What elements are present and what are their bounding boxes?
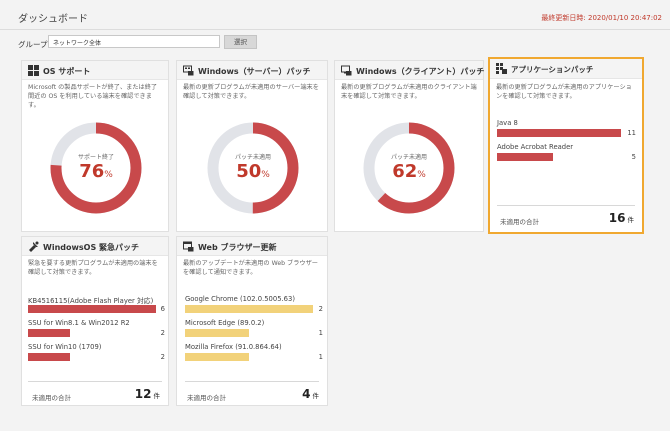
server-patch-icon <box>183 65 194 76</box>
total-value: 16 件 <box>608 211 634 225</box>
item-label: Microsoft Edge (89.0.2) <box>185 319 265 327</box>
browser-update-icon <box>183 241 194 252</box>
item-count: 2 <box>318 305 323 313</box>
total-label: 未適用の合計 <box>500 218 539 226</box>
windows-grid-icon <box>28 65 39 76</box>
card-description: 最新のアップデートが未適用の Web ブラウザーを確認して通知できます。 <box>183 260 318 276</box>
item-count: 2 <box>160 353 165 361</box>
page-title: ダッシュボード <box>18 14 88 25</box>
card-header: Windows（クライアント）パッチ <box>335 61 485 80</box>
item-label: Mozilla Firefox (91.0.864.64) <box>185 343 282 351</box>
card-title: Web ブラウザー更新 <box>198 243 277 252</box>
card-header: WindowsOS 緊急パッチ <box>22 237 168 256</box>
card-description: 最新の更新プログラムが未適用のクライアント端末を確認して対策できます。 <box>341 84 477 100</box>
card-description: 緊急を要する更新プログラムが未適用の端末を確認して対策できます。 <box>28 260 158 276</box>
card-title: アプリケーションパッチ <box>511 65 594 74</box>
last-updated: 最終更新日時: 2020/01/10 20:47:02 <box>541 14 662 22</box>
item-count: 2 <box>160 329 165 337</box>
item-count: 1 <box>318 353 323 361</box>
item-label: SSU for Win10 (1709) <box>28 343 102 351</box>
item-count: 11 <box>627 129 636 137</box>
client-patch-icon <box>341 65 352 76</box>
card-title: WindowsOS 緊急パッチ <box>43 243 139 252</box>
donut-arc <box>363 122 455 214</box>
donut-chart: パッチ未適用 50% <box>207 122 299 214</box>
item-count: 1 <box>318 329 323 337</box>
card-description: 最新の更新プログラムが未適用のサーバー端末を確認して対策できます。 <box>183 84 319 100</box>
card-title: OS サポート <box>43 67 91 76</box>
total-label: 未適用の合計 <box>32 394 71 402</box>
os-support-card[interactable]: OS サポート Microsoft の製品サポートが終了、または終了間近の OS… <box>21 60 169 232</box>
donut-value: 50% <box>236 161 270 182</box>
select-button[interactable]: 選択 <box>224 35 257 49</box>
app-patch-icon <box>496 63 507 74</box>
card-header: Web ブラウザー更新 <box>177 237 327 256</box>
divider <box>28 381 162 382</box>
item-count: 5 <box>631 153 636 161</box>
group-input[interactable]: ネットワーク全体 <box>48 35 220 48</box>
item-bar <box>185 353 249 361</box>
card-header: アプリケーションパッチ <box>490 59 642 79</box>
urgent-patch-icon <box>29 241 39 252</box>
windows-client-patch-card[interactable]: Windows（クライアント）パッチ 最新の更新プログラムが未適用のクライアント… <box>334 60 484 232</box>
donut-value: 76% <box>79 161 113 182</box>
app-patch-card[interactable]: アプリケーションパッチ 最新の更新プログラムが未適用のアプリケーションを確認して… <box>488 57 644 234</box>
card-title: Windows（クライアント）パッチ <box>356 67 485 76</box>
donut-label: サポート終了 <box>77 154 114 161</box>
donut-chart: サポート終了 76% <box>50 122 142 214</box>
item-bar <box>28 353 71 361</box>
item-bar <box>185 305 313 313</box>
donut-label: パッチ未適用 <box>390 154 427 161</box>
item-bar <box>185 329 249 337</box>
donut-arc <box>50 122 142 214</box>
group-label: グループ: <box>18 40 51 49</box>
windows-server-patch-card[interactable]: Windows（サーバー）パッチ 最新の更新プログラムが未適用のサーバー端末を確… <box>176 60 328 232</box>
item-bar <box>497 129 621 137</box>
divider <box>497 205 635 206</box>
total-value: 12 件 <box>134 387 160 401</box>
donut-arc <box>207 122 299 214</box>
page-header: ダッシュボード 最終更新日時: 2020/01/10 20:47:02 <box>0 0 670 30</box>
card-title: Windows（サーバー）パッチ <box>198 67 311 76</box>
total-label: 未適用の合計 <box>187 394 226 402</box>
item-bar <box>497 153 553 161</box>
card-header: Windows（サーバー）パッチ <box>177 61 327 80</box>
windows-urgent-patch-card[interactable]: WindowsOS 緊急パッチ 緊急を要する更新プログラムが未適用の端末を確認し… <box>21 236 169 406</box>
item-bar <box>28 329 71 337</box>
item-label: Adobe Acrobat Reader <box>497 143 574 151</box>
card-description: Microsoft の製品サポートが終了、または終了間近の OS を利用している… <box>28 84 158 109</box>
donut-value: 62% <box>392 161 426 182</box>
item-count: 6 <box>160 305 165 313</box>
item-label: Google Chrome (102.0.5005.63) <box>185 295 295 303</box>
divider <box>185 381 319 382</box>
web-browser-update-card[interactable]: Web ブラウザー更新 最新のアップデートが未適用の Web ブラウザーを確認し… <box>176 236 328 406</box>
donut-chart: パッチ未適用 62% <box>363 122 455 214</box>
card-header: OS サポート <box>22 61 168 80</box>
item-label: KB4516115(Adobe Flash Player 対応) <box>28 297 154 305</box>
item-label: SSU for Win8.1 & Win2012 R2 <box>28 319 130 327</box>
item-bar <box>28 305 156 313</box>
item-label: Java 8 <box>497 119 518 127</box>
card-description: 最新の更新プログラムが未適用のアプリケーションを確認して対策できます。 <box>496 84 632 100</box>
donut-label: パッチ未適用 <box>234 154 271 161</box>
